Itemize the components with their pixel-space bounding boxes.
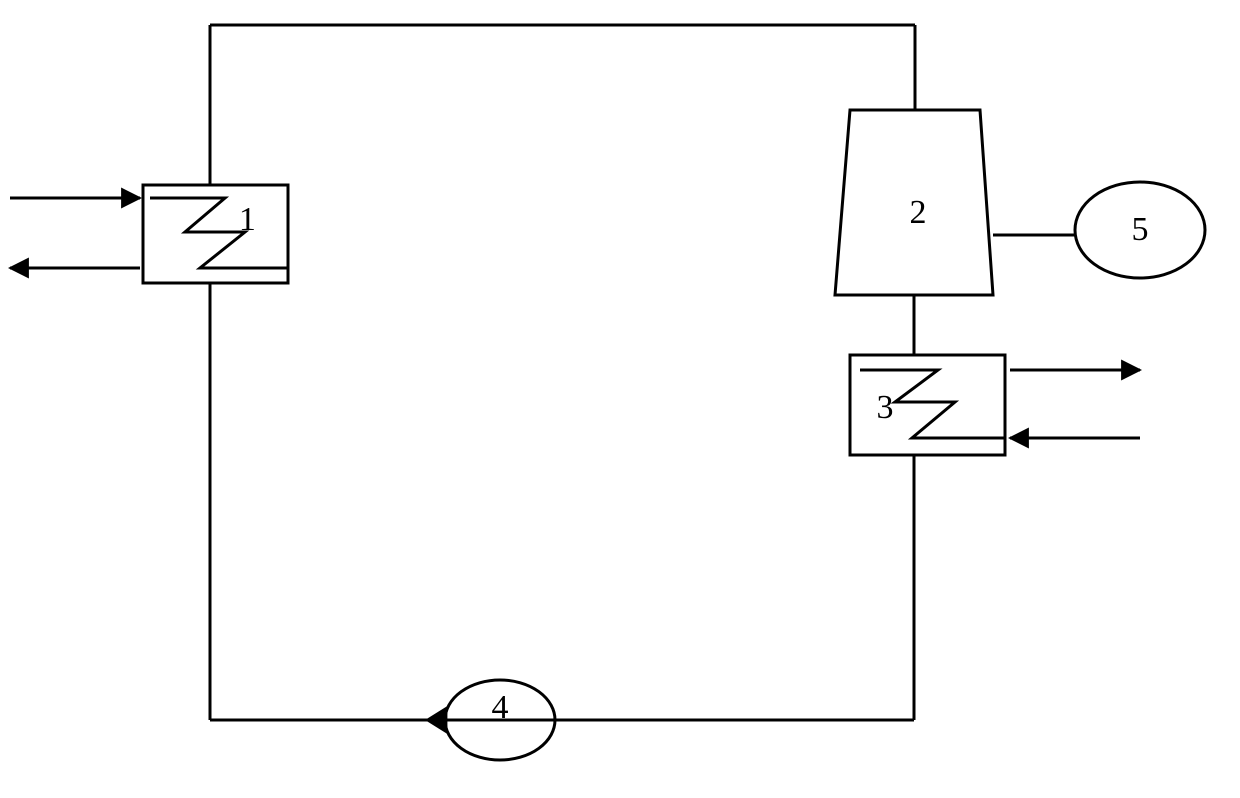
label-5: 5: [1132, 211, 1149, 248]
label-3: 3: [877, 389, 894, 426]
label-4: 4: [492, 689, 509, 726]
pump-arrowhead: [425, 706, 447, 734]
rankine-cycle-diagram: 1 2 3 4 5: [0, 0, 1240, 798]
label-1: 1: [239, 201, 256, 238]
label-2: 2: [910, 194, 927, 231]
